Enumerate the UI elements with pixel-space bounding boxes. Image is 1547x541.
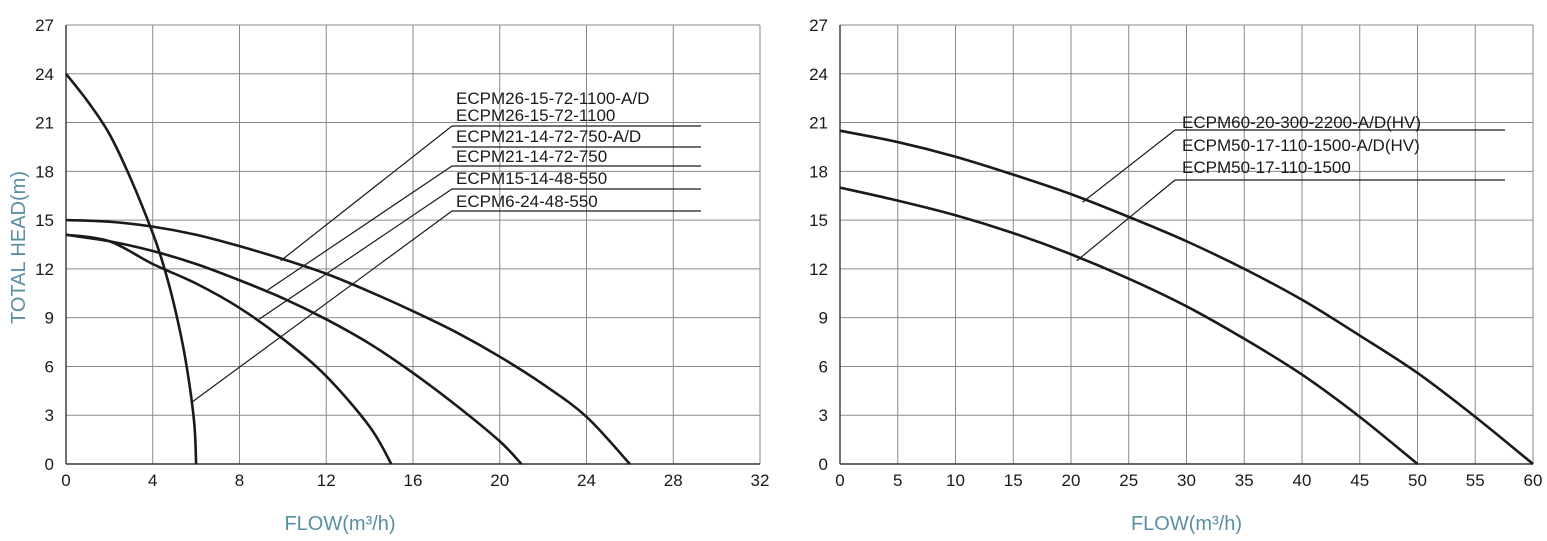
y-tick-label: 6 [45,357,54,376]
x-tick-label: 25 [1119,471,1138,490]
x-tick-label: 20 [490,471,509,490]
y-tick-label: 6 [819,357,828,376]
legend-leader-line [267,165,453,291]
legend-leader-line [191,210,453,403]
x-tick-label: 12 [317,471,336,490]
x-tick-label: 20 [1062,471,1081,490]
legend-label: ECPM21-14-72-750 [456,147,607,166]
legend-label: ECPM26-15-72-1100 [456,106,615,125]
x-tick-label: 60 [1524,471,1543,490]
series-line [65,218,631,465]
x-tick-label: 5 [893,471,902,490]
y-tick-label: 21 [35,114,54,133]
x-tick-label: 15 [1004,471,1023,490]
legend-label: ECPM21-14-72-750-A/D [456,127,641,146]
x-tick-label: 32 [751,471,770,490]
x-tick-label: 35 [1235,471,1254,490]
x-tick-label: 0 [835,471,844,490]
y-tick-label: 3 [819,406,828,425]
legend-leader-line [258,188,453,320]
chart-right: 0 5 10 15 20 25 30 35 40 45 50 55 60 0 3 6 9 12 15 18 21 24 27… [809,16,1542,535]
y-tick-label: 15 [809,211,828,230]
x-tick-label: 10 [946,471,965,490]
legend-label: ECPM15-14-48-550 [456,169,607,188]
x-tick-label: 45 [1350,471,1369,490]
x-tick-label: 8 [235,471,244,490]
x-tick-label: 24 [577,471,596,490]
x-tick-label: 55 [1466,471,1485,490]
y-tick-label: 24 [809,65,828,84]
x-tick-label: 4 [148,471,157,490]
series-line [839,186,1419,466]
x-axis-title: FLOW(m³/h) [284,513,395,535]
x-tick-label: 30 [1177,471,1196,490]
x-tick-label: 0 [61,471,70,490]
y-tick-label: 27 [809,16,828,35]
y-tick-label: 9 [819,309,828,328]
legend-leader-line [280,125,453,262]
y-axis-title: TOTAL HEAD(m) [8,171,30,324]
y-tick-label: 9 [45,309,54,328]
series-line [65,233,393,465]
legend-label: ECPM50-17-110-1500-A/D(HV) [1182,136,1420,155]
y-tick-label: 3 [45,406,54,425]
y-tick-label: 24 [35,65,54,84]
y-tick-label: 0 [45,455,54,474]
x-tick-label: 28 [664,471,683,490]
legend-leader-line [1082,129,1176,203]
legend-label: ECPM26-15-72-1100-A/D [456,89,649,108]
x-axis-title: FLOW(m³/h) [1131,513,1242,535]
legend-label: ECPM60-20-300-2200-A/D(HV) [1182,113,1421,132]
y-tick-label: 12 [35,260,54,279]
x-tick-label: 50 [1408,471,1427,490]
series-line [65,233,523,465]
x-tick-label: 16 [404,471,423,490]
legend-leader-line [1076,179,1176,262]
y-tick-label: 18 [35,162,54,181]
y-tick-label: 27 [35,16,54,35]
y-tick-label: 12 [809,260,828,279]
chart-left: 0 4 8 12 16 20 24 28 32 0 3 6 9 12 15 18 21 24 27 ECPM26-15… [8,16,769,535]
y-tick-label: 15 [35,211,54,230]
series-line [839,129,1534,466]
y-tick-label: 18 [809,162,828,181]
y-tick-label: 21 [809,114,828,133]
legend-label: ECPM6-24-48-550 [456,192,598,211]
y-tick-label: 0 [819,455,828,474]
x-tick-label: 40 [1293,471,1312,490]
series-line [64,72,198,465]
legend-label: ECPM50-17-110-1500 [1182,158,1351,177]
